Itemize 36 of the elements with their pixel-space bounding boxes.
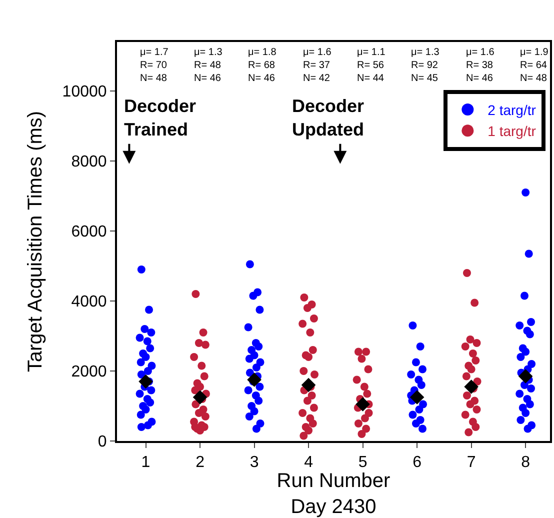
point [301,378,316,392]
x-tick-label: 3 [250,454,259,472]
annotation: μ= 1.1 R= 56 N= 44 [357,47,386,84]
annotation: μ= 1.6 R= 38 N= 46 [466,47,495,84]
annotation: Decoder Updated [292,96,364,140]
y-tick-label: 0 [98,434,107,451]
annotation: Decoder Trained [124,96,196,140]
point [247,372,262,387]
x-axis-title: Run Number Day 2430 [276,470,391,518]
x-tick-label: 1 [141,454,150,472]
point [356,397,370,412]
point [464,380,478,394]
legend-label: 1 targ/tr [488,123,536,140]
x-tick-label: 4 [304,454,314,472]
point [138,374,153,389]
x-tick-label: 8 [521,454,530,472]
x-tick-label: 2 [196,454,205,472]
annotation: μ= 1.9 R= 64 N= 48 [520,47,549,84]
point [192,390,208,404]
y-tick-label: 10000 [62,84,107,101]
annotation: μ= 1.6 R= 37 N= 42 [303,47,332,84]
y-tick-label: 2000 [71,364,107,381]
legend-label: 2 targ/tr [488,102,536,118]
y-axis-title: Target Acquisition Times (ms) [24,110,46,372]
y-tick-label: 4000 [71,294,107,311]
point [410,390,424,404]
x-tick-label: 5 [358,454,368,472]
x-tick-label: 7 [466,454,476,472]
annotation: μ= 1.7 R= 70 N= 48 [140,47,169,84]
annotation: μ= 1.8 R= 68 N= 46 [248,47,277,84]
y-tick-label: 8000 [71,154,107,171]
y-tick-label: 6000 [71,224,107,241]
x-tick-label: 6 [412,454,422,472]
point [518,369,533,384]
annotation: μ= 1.3 R= 48 N= 46 [194,47,223,84]
annotation: μ= 1.3 R= 92 N= 45 [411,47,440,84]
